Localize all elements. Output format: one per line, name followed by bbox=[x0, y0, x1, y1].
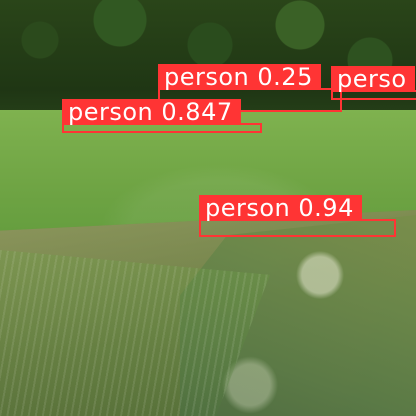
detection-label-1: person 0.25 bbox=[158, 64, 321, 90]
detection-box-4: person 0.94 bbox=[199, 195, 396, 237]
detection-label-4: person 0.94 bbox=[199, 195, 362, 221]
detection-box-1: person 0.25 bbox=[158, 64, 342, 112]
reed-patch bbox=[0, 250, 270, 416]
water-surface bbox=[180, 215, 416, 416]
detection-label-2: perso bbox=[331, 66, 415, 92]
detection-label-3: person 0.847 bbox=[62, 99, 241, 125]
detection-box-3: person 0.847 bbox=[62, 99, 262, 133]
detection-box-2: perso bbox=[331, 66, 416, 100]
